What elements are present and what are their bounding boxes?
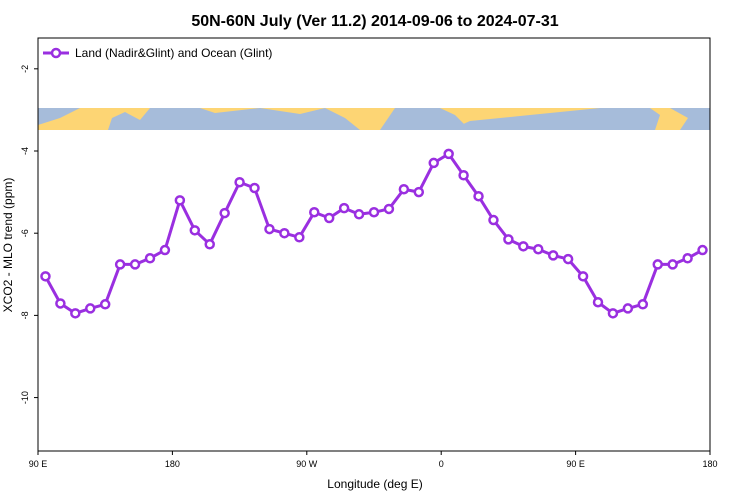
point <box>114 259 126 270</box>
x-tick-label: 0 <box>439 459 444 469</box>
point <box>99 299 111 310</box>
point <box>682 253 693 264</box>
point <box>264 223 275 235</box>
x-tick-label: 180 <box>702 459 717 469</box>
point <box>204 239 215 250</box>
point <box>159 244 171 256</box>
point <box>279 227 290 239</box>
x-tick-label: 180 <box>165 459 180 469</box>
point <box>428 157 439 169</box>
point <box>219 207 230 219</box>
point <box>40 271 51 282</box>
x-axis-label: Longitude (deg E) <box>327 477 422 491</box>
point <box>488 214 499 226</box>
point <box>413 186 425 198</box>
point <box>562 253 574 265</box>
point <box>368 206 380 218</box>
point <box>70 308 81 319</box>
point <box>652 259 663 270</box>
y-axis-label: XCO2 - MLO trend (ppm) <box>1 178 15 313</box>
point <box>667 259 678 270</box>
plot-frame <box>37 37 711 452</box>
point <box>398 183 410 195</box>
x-tick-label: 90 E <box>29 459 48 469</box>
legend-label: Land (Nadir&Glint) and Ocean (Glint) <box>75 46 272 60</box>
legend-marker <box>50 47 62 59</box>
point <box>473 190 484 202</box>
map-strip <box>38 108 710 130</box>
point <box>323 212 335 224</box>
point <box>577 271 589 282</box>
point <box>547 250 559 261</box>
chart-title: 50N-60N July (Ver 11.2) 2014-09-06 to 20… <box>191 13 558 30</box>
point <box>518 241 529 252</box>
point <box>533 243 544 255</box>
point <box>607 308 619 319</box>
point <box>592 296 604 308</box>
point <box>249 182 260 194</box>
point <box>338 202 350 214</box>
point <box>129 259 141 270</box>
y-tick-label: -2 <box>20 65 30 73</box>
point <box>697 244 708 256</box>
point <box>458 170 469 181</box>
x-tick-label: 90 W <box>296 459 318 469</box>
point <box>174 195 186 206</box>
y-tick-label: -6 <box>20 229 30 237</box>
point <box>622 303 634 314</box>
point <box>637 299 649 310</box>
point <box>443 148 454 160</box>
point <box>353 209 365 220</box>
point <box>309 206 320 218</box>
point <box>144 253 156 264</box>
point <box>85 303 96 314</box>
y-tick-label: -10 <box>20 391 30 404</box>
x-tick-label: 90 E <box>566 459 585 469</box>
y-tick-label: -8 <box>20 311 30 319</box>
point <box>503 234 514 245</box>
point <box>294 232 305 243</box>
point <box>189 225 201 236</box>
point <box>234 176 245 188</box>
point <box>383 203 395 215</box>
series-line <box>44 152 704 315</box>
point <box>55 298 66 309</box>
y-tick-label: -4 <box>20 147 30 155</box>
